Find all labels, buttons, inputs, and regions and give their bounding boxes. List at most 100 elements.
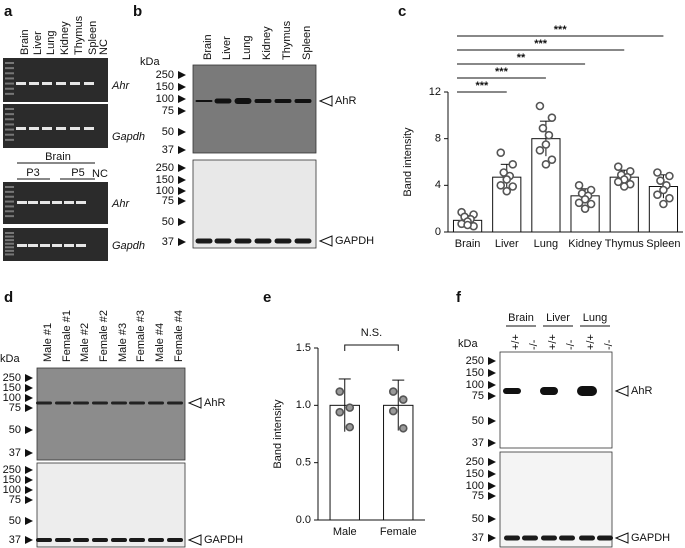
band xyxy=(214,238,232,244)
band xyxy=(73,538,89,542)
band xyxy=(195,238,213,244)
ladder-band xyxy=(5,118,14,121)
significance-label: *** xyxy=(534,38,548,50)
gene-label: Gapdh xyxy=(112,131,145,143)
group-label: Brain xyxy=(508,312,534,324)
marker-arrow xyxy=(488,515,496,523)
marker-label: 150 xyxy=(3,474,21,486)
band xyxy=(167,401,183,405)
marker-arrow xyxy=(178,164,186,172)
data-point xyxy=(574,181,584,190)
marker-label: 250 xyxy=(156,162,174,174)
gene-label: Gapdh xyxy=(112,240,145,252)
significance-label: *** xyxy=(475,80,489,92)
blot xyxy=(499,351,613,449)
marker-label: 50 xyxy=(162,126,174,138)
data-point xyxy=(345,403,355,412)
marker-label: 150 xyxy=(3,382,21,394)
ladder-band xyxy=(5,72,14,75)
target-label: GAPDH xyxy=(335,235,374,247)
x-tick-label: Spleen xyxy=(646,238,680,250)
data-point xyxy=(508,160,518,169)
ladder-band xyxy=(5,210,14,213)
lane-label: Spleen xyxy=(87,21,99,55)
y-tick-label: 12 xyxy=(429,86,441,98)
unit-label: kDa xyxy=(140,56,160,68)
x-tick-label: Thymus xyxy=(605,238,645,250)
target-arrow xyxy=(614,532,629,544)
marker-label: 50 xyxy=(9,424,21,436)
ladder-band xyxy=(5,138,14,141)
band xyxy=(129,401,145,405)
lane-label: Thymus xyxy=(281,20,293,60)
ladder-band xyxy=(5,133,14,136)
band xyxy=(597,535,613,541)
y-axis-label: Band intensity xyxy=(272,399,284,469)
ladder-band xyxy=(5,123,14,126)
band xyxy=(148,401,164,405)
marker-arrow xyxy=(25,476,33,484)
data-point xyxy=(659,199,668,209)
data-point xyxy=(388,387,398,396)
band xyxy=(577,386,597,396)
marker-arrow xyxy=(178,71,186,79)
data-point xyxy=(541,160,551,169)
marker-label: 37 xyxy=(162,236,174,248)
band xyxy=(42,82,52,85)
unit-label: kDa xyxy=(0,353,20,365)
ladder-band xyxy=(5,205,14,208)
band xyxy=(70,127,80,130)
band xyxy=(541,535,557,541)
x-tick-label: Male xyxy=(333,526,357,538)
marker-arrow xyxy=(178,146,186,154)
marker-label: 50 xyxy=(9,515,21,527)
band xyxy=(234,98,252,104)
lane-label: Male #2 xyxy=(79,323,91,362)
band xyxy=(76,201,86,204)
band xyxy=(56,127,66,130)
target-arrow xyxy=(318,95,333,107)
panel-label: b xyxy=(133,3,142,20)
marker-arrow xyxy=(488,439,496,447)
band xyxy=(148,538,164,542)
marker-label: 37 xyxy=(472,437,484,449)
ladder-band xyxy=(5,249,14,252)
ladder-band xyxy=(5,246,14,249)
panel-label: d xyxy=(4,289,13,306)
control-label: NC xyxy=(92,168,108,180)
marker-arrow xyxy=(178,187,186,195)
lane-label: Male #4 xyxy=(154,323,166,362)
tissue-label: Brain xyxy=(45,151,71,163)
data-point xyxy=(335,387,345,396)
marker-label: 75 xyxy=(162,105,174,117)
band xyxy=(64,244,74,247)
band xyxy=(64,201,74,204)
band xyxy=(55,538,71,542)
band xyxy=(52,201,62,204)
marker-arrow xyxy=(178,176,186,184)
unit-label: kDa xyxy=(458,338,478,350)
marker-arrow xyxy=(178,238,186,246)
data-point xyxy=(499,168,509,177)
ladder-band xyxy=(5,195,14,198)
lane-label: Male #1 xyxy=(42,323,54,362)
group-label: Liver xyxy=(546,312,570,324)
ladder-band xyxy=(5,77,14,80)
data-point xyxy=(547,155,557,164)
marker-arrow xyxy=(488,381,496,389)
data-point xyxy=(544,130,554,140)
ladder-band xyxy=(5,82,14,85)
marker-arrow xyxy=(25,486,33,494)
marker-arrow xyxy=(178,128,186,136)
marker-label: 150 xyxy=(466,367,484,379)
ladder-band xyxy=(5,87,14,90)
band xyxy=(274,238,292,244)
marker-label: 50 xyxy=(472,513,484,525)
band xyxy=(70,82,80,85)
ladder-band xyxy=(5,190,14,193)
marker-label: 37 xyxy=(472,532,484,544)
y-tick-label: 0 xyxy=(435,226,441,238)
lane-label: Lung xyxy=(241,36,253,60)
y-tick-label: 0.0 xyxy=(296,514,311,526)
